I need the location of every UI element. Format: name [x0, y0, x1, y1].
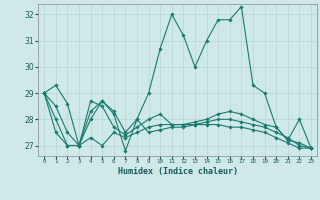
X-axis label: Humidex (Indice chaleur): Humidex (Indice chaleur)	[118, 167, 238, 176]
